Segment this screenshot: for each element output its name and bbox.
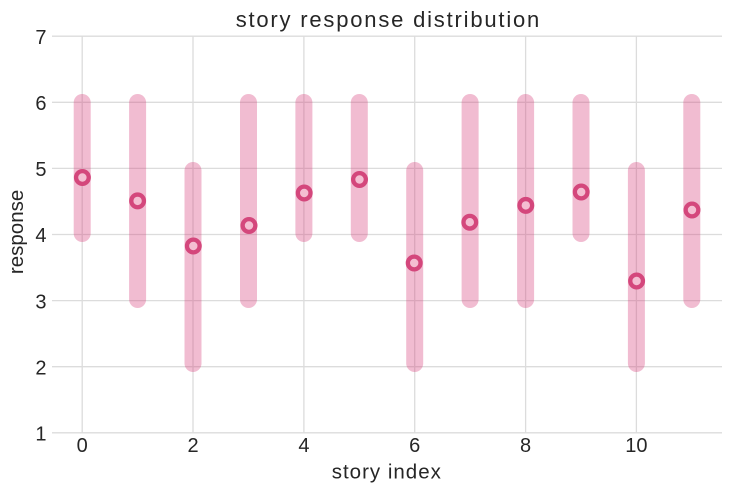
svg-text:4: 4	[298, 435, 309, 457]
svg-text:2: 2	[35, 357, 46, 379]
svg-text:1: 1	[35, 424, 46, 446]
svg-text:10: 10	[625, 435, 647, 457]
svg-text:story response distribution: story response distribution	[236, 7, 541, 32]
svg-text:3: 3	[35, 291, 46, 313]
svg-text:6: 6	[409, 435, 420, 457]
svg-text:7: 7	[35, 27, 46, 49]
svg-text:0: 0	[77, 435, 88, 457]
svg-text:story index: story index	[332, 460, 442, 483]
svg-text:5: 5	[35, 159, 46, 181]
svg-text:2: 2	[187, 435, 198, 457]
svg-text:response: response	[5, 190, 28, 274]
svg-text:8: 8	[520, 435, 531, 457]
svg-text:4: 4	[35, 225, 46, 247]
svg-text:6: 6	[35, 93, 46, 115]
